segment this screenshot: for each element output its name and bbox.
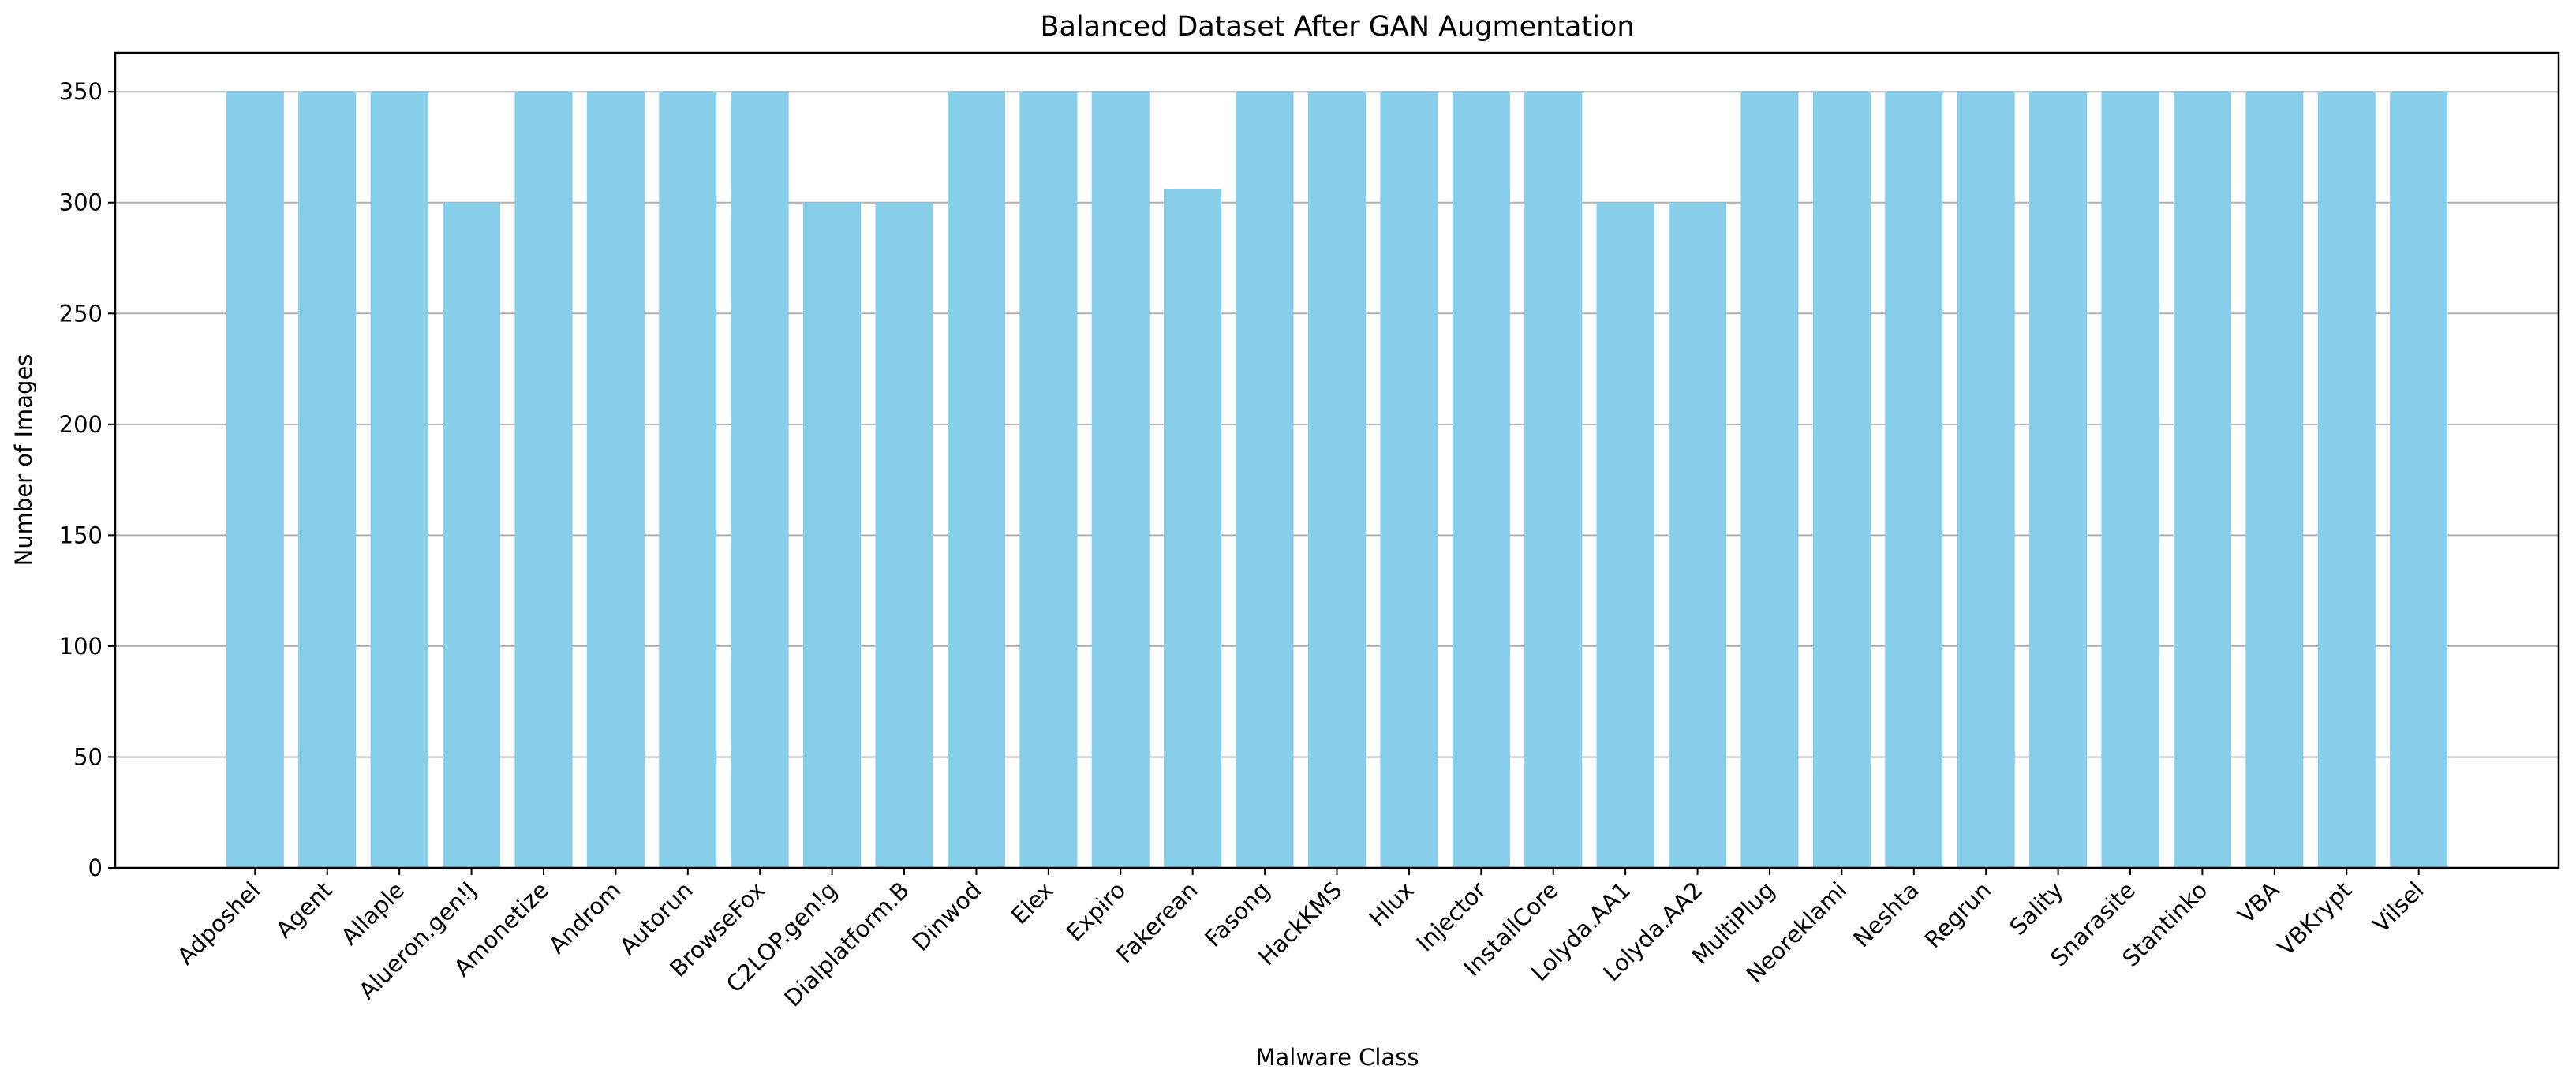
x-tick-label: Dialplatform.B xyxy=(779,877,914,1012)
y-tick-label: 300 xyxy=(59,189,103,216)
bar-installcore xyxy=(1524,92,1583,868)
bar-snarasite xyxy=(2101,92,2159,868)
x-tick-label: Expiro xyxy=(1061,877,1131,946)
x-tick-label: Regrun xyxy=(1920,877,1996,953)
y-tick-label: 100 xyxy=(59,633,103,660)
x-tick-label: Vilsel xyxy=(2368,877,2429,938)
bar-agent xyxy=(298,92,357,868)
y-tick-label: 250 xyxy=(59,300,103,327)
bar-vba xyxy=(2245,92,2304,868)
x-tick-label: Androm xyxy=(544,877,626,959)
bar-regrun xyxy=(1957,92,2015,868)
x-axis-label: Malware Class xyxy=(1256,1044,1419,1071)
y-tick-label: 150 xyxy=(59,522,103,548)
bar-adposhel xyxy=(226,92,284,868)
x-tick-label: VBA xyxy=(2233,877,2285,929)
x-tick-label: Adposhel xyxy=(172,877,265,970)
x-tick-label: Elex xyxy=(1006,877,1059,929)
bar-fasong xyxy=(1236,92,1294,868)
y-tick-label: 350 xyxy=(59,78,103,105)
bar-elex xyxy=(1019,92,1078,868)
bar-sality xyxy=(2029,92,2088,868)
x-tick-label: Hlux xyxy=(1364,877,1419,932)
y-axis-label: Number of Images xyxy=(10,354,37,567)
bar-hlux xyxy=(1380,92,1438,868)
y-tick-label: 50 xyxy=(73,743,103,770)
bar-vilsel xyxy=(2390,92,2448,868)
x-tick-label: Agent xyxy=(271,877,338,944)
bar-vbkrypt xyxy=(2317,92,2376,868)
x-tick-label: Allaple xyxy=(336,877,409,950)
chart-title: Balanced Dataset After GAN Augmentation xyxy=(1040,11,1634,43)
bar-neoreklami xyxy=(1812,92,1871,868)
bar-c2lop-gen-g xyxy=(803,202,862,868)
bar-expiro xyxy=(1091,92,1150,868)
bar-neshta xyxy=(1885,92,1943,868)
y-tick-label: 0 xyxy=(88,854,103,881)
bar-multiplug xyxy=(1740,92,1799,868)
bar-dialplatform-b xyxy=(875,202,933,868)
bar-allaple xyxy=(370,92,428,868)
bar-lolyda-aa2 xyxy=(1668,202,1727,868)
bar-stantinko xyxy=(2173,92,2231,868)
bar-androm xyxy=(586,92,645,868)
bar-autorun xyxy=(659,92,717,868)
y-tick-label: 200 xyxy=(59,411,103,438)
x-tick-label: Dinwod xyxy=(907,877,987,956)
bar-alueron-gen-j xyxy=(443,202,501,868)
bar-amonetize xyxy=(514,92,573,868)
bar-lolyda-aa1 xyxy=(1596,202,1654,868)
bar-browsefox xyxy=(731,92,789,868)
bar-dinwod xyxy=(947,92,1006,868)
x-tick-label: Neshta xyxy=(1848,877,1924,952)
x-tick-label: Sality xyxy=(2004,877,2068,941)
x-tick-label: VBKrypt xyxy=(2272,877,2357,961)
bar-fakerean xyxy=(1164,189,1222,868)
bar-hackkms xyxy=(1307,92,1367,868)
bar-injector xyxy=(1452,92,1510,868)
